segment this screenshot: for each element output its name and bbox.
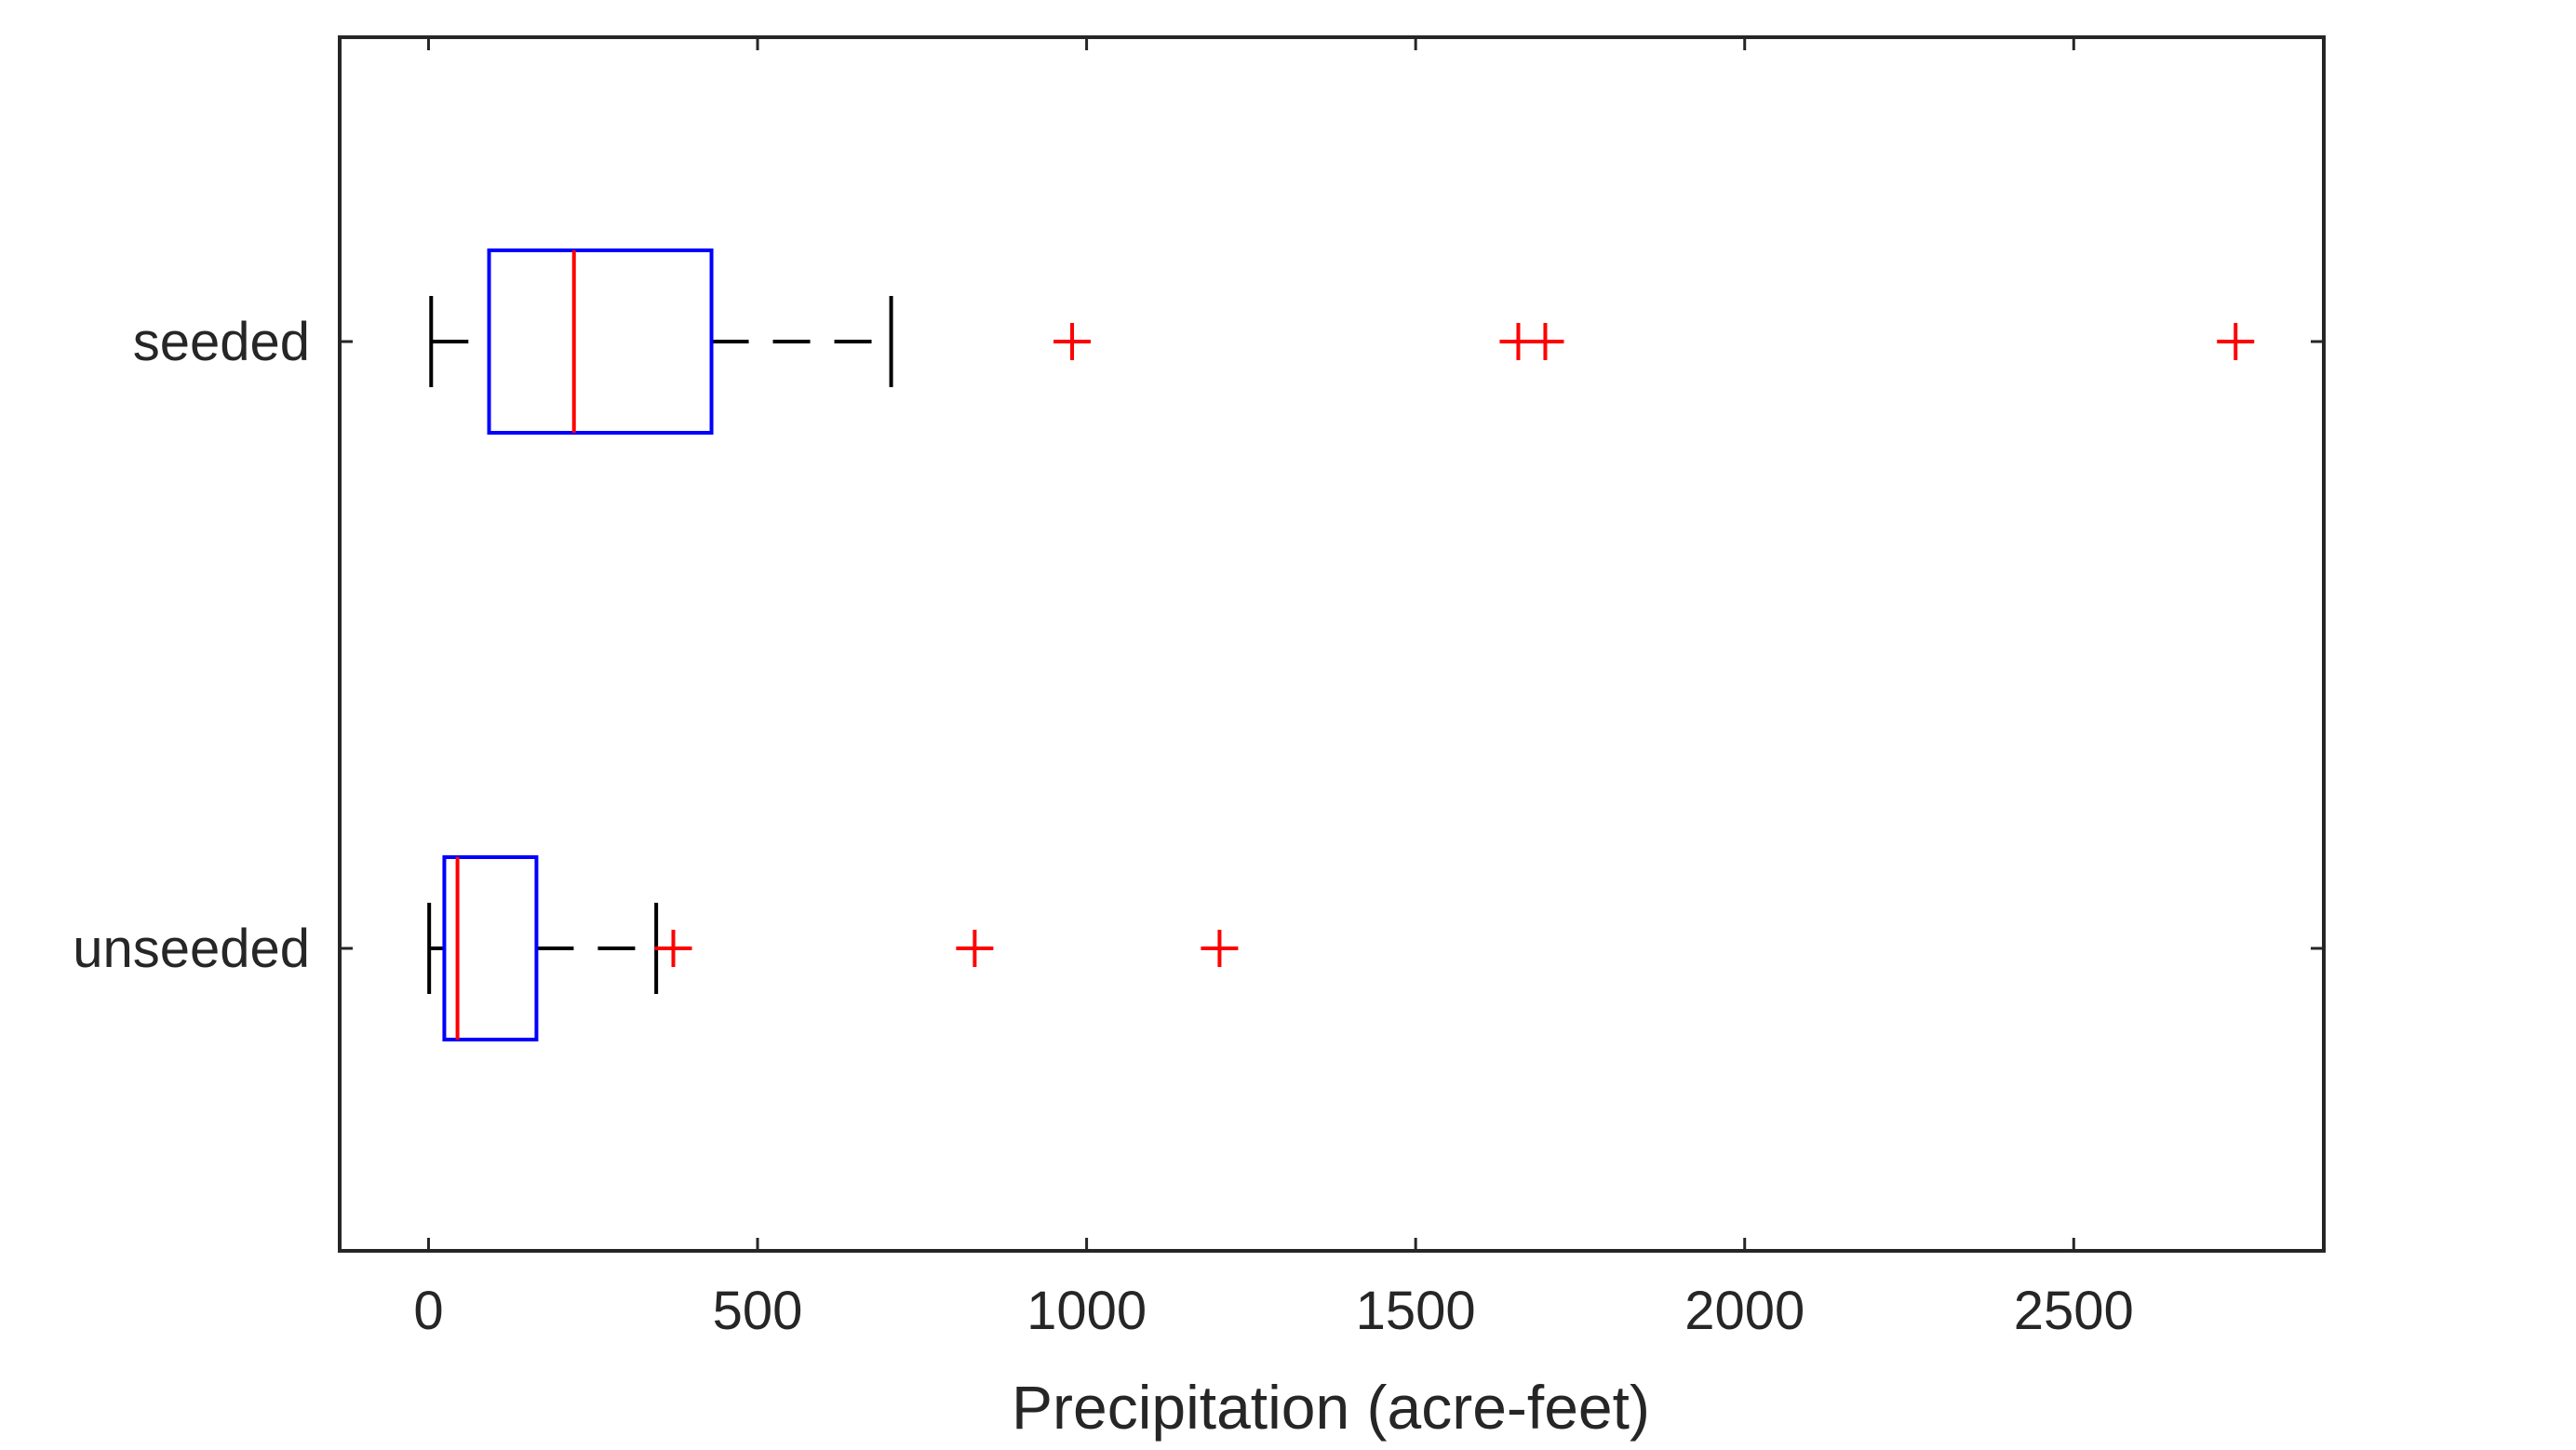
outlier-seeded [1526,323,1564,360]
x-tick-label: 2500 [2014,1281,2134,1341]
x-tick-label: 1000 [1026,1281,1147,1341]
outlier-unseeded [956,930,994,967]
category-label-unseeded: unseeded [73,919,310,979]
x-tick-label: 500 [713,1281,803,1341]
x-tick-label: 0 [413,1281,443,1341]
plot-frame [338,35,2326,1253]
outlier-seeded [2217,323,2255,360]
x-axis-label: Precipitation (acre-feet) [1012,1373,1650,1442]
x-tick-label: 2000 [1684,1281,1805,1341]
box-seeded [487,248,714,435]
outlier-unseeded [1201,930,1239,967]
category-label-seeded: seeded [133,312,310,372]
box-unseeded [442,855,539,1041]
plot-layer: 0 500 1000 1500 2000 2500 seeded unseeded [73,35,2326,1341]
outlier-seeded [1053,323,1092,360]
x-tick-label: 1500 [1356,1281,1476,1341]
outlier-unseeded [654,930,692,967]
